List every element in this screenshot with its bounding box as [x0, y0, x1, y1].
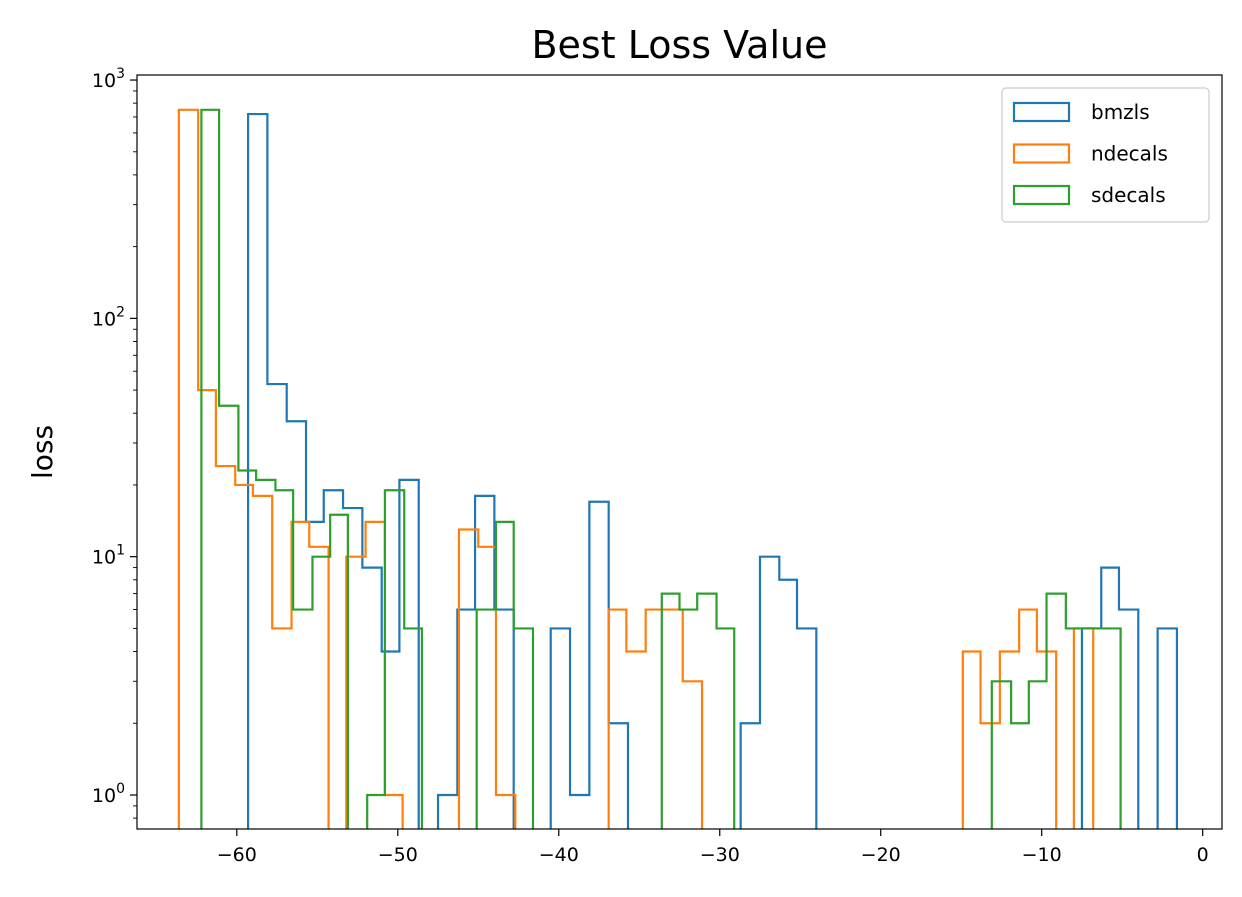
y-tick-label: 100: [92, 781, 125, 807]
x-tick-label: −10: [1022, 844, 1062, 866]
legend-label-bmzls: bmzls: [1091, 100, 1150, 124]
y-axis-label: loss: [26, 425, 59, 479]
y-tick-label: 101: [92, 543, 125, 569]
x-tick-label: −30: [700, 844, 740, 866]
legend-swatch-sdecals: [1012, 184, 1071, 206]
series-bmzls-steps: [246, 112, 1179, 829]
legend: bmzls ndecals sdecals: [1001, 87, 1210, 223]
y-axis: 100 101 102 103: [92, 66, 137, 819]
x-tick-label: −60: [217, 844, 257, 866]
series-sdecals-steps: [200, 108, 1122, 829]
x-tick-label: −40: [539, 844, 579, 866]
legend-swatch-bmzls: [1012, 101, 1071, 123]
series-ndecals-steps: [177, 108, 1095, 829]
y-tick-label: 102: [92, 304, 125, 330]
legend-swatch-ndecals: [1012, 143, 1071, 164]
legend-label-sdecals: sdecals: [1091, 183, 1166, 207]
legend-label-ndecals: ndecals: [1091, 142, 1168, 166]
x-axis: −60 −50 −40 −30 −20 −10 0: [217, 829, 1209, 866]
x-tick-label: 0: [1197, 844, 1209, 866]
x-tick-label: −50: [378, 844, 418, 866]
y-tick-label: 103: [92, 66, 125, 92]
chart-title: Best Loss Value: [531, 23, 827, 67]
plot-frame: [136, 74, 1223, 830]
series-layer: [177, 108, 1179, 829]
x-tick-label: −20: [861, 844, 901, 866]
